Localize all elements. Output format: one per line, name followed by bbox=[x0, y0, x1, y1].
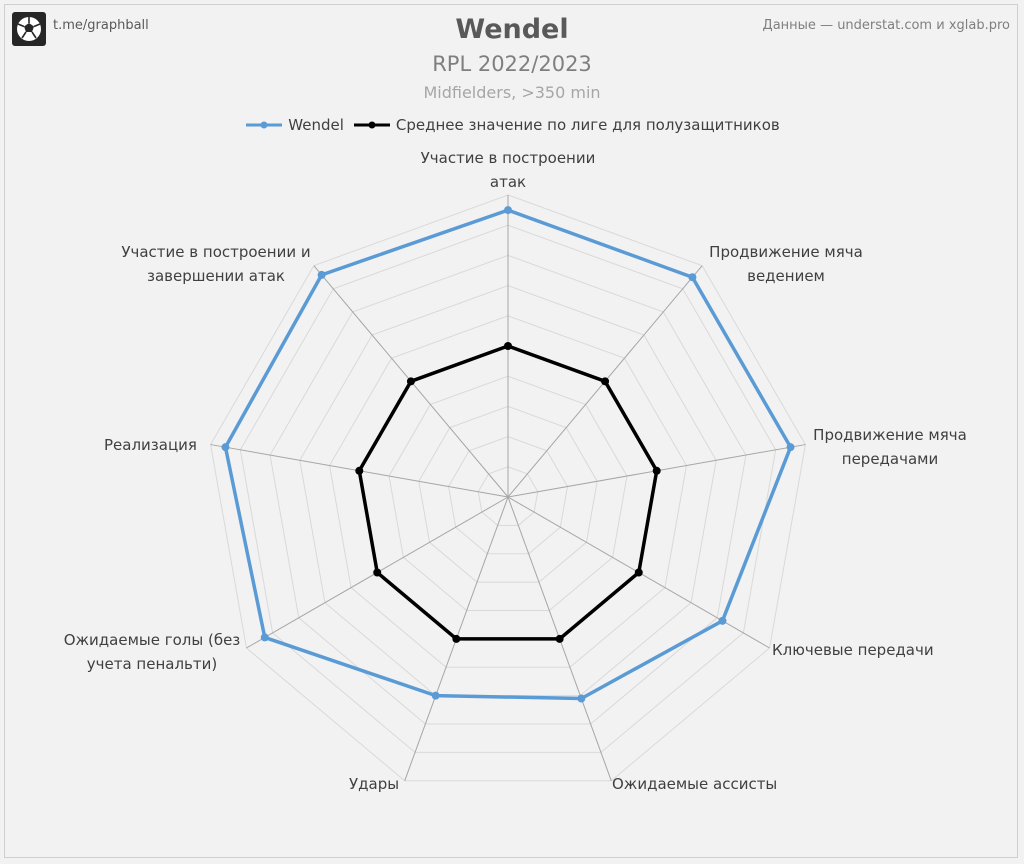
axis-label-pass-progression: Продвижение мяча передачами bbox=[813, 426, 967, 468]
series-wendel-point bbox=[786, 443, 795, 452]
axis-label-npxg: Ожидаемые голы (без учета пенальти) bbox=[63, 631, 241, 673]
data-source-note: Данные — understat.com и xglab.pro bbox=[762, 18, 1010, 33]
series-wendel-point bbox=[317, 270, 326, 279]
series-average-point bbox=[504, 342, 512, 350]
football-logo-icon bbox=[12, 12, 46, 46]
legend-swatch-average bbox=[353, 121, 390, 129]
axis-label-key-passes: Ключевые передачи bbox=[772, 641, 934, 659]
axis-label-attack-buildup: Участие в построении атак bbox=[420, 149, 596, 191]
series-average-point bbox=[373, 568, 382, 577]
series-average-point bbox=[555, 634, 564, 643]
brand-link[interactable]: t.me/graphball bbox=[53, 18, 149, 33]
series-average-point bbox=[601, 377, 610, 386]
axis-label-expected-assists: Ожидаемые ассисты bbox=[612, 775, 778, 793]
series-wendel-point bbox=[688, 273, 697, 282]
axis-label-shots: Удары bbox=[349, 775, 400, 793]
series-wendel-point bbox=[431, 691, 440, 700]
chart-legend: Wendel Среднее значение по лиге для полу… bbox=[0, 116, 1024, 134]
series-average-point bbox=[452, 634, 461, 643]
grid-ring bbox=[477, 466, 539, 526]
series-wendel-point bbox=[718, 616, 727, 625]
series-wendel-line bbox=[223, 208, 793, 701]
series-average-point bbox=[355, 466, 364, 475]
axis-label-dribble-progression: Продвижение мяча ведением bbox=[709, 243, 863, 285]
chart-title: Wendel bbox=[455, 14, 569, 45]
legend-label-average: Среднее значение по лиге для полузащитни… bbox=[395, 116, 780, 134]
legend-swatch-wendel bbox=[246, 121, 283, 129]
grid-ring bbox=[269, 254, 747, 725]
axis-label-finishing: Реализация bbox=[104, 436, 197, 454]
grid-ring bbox=[418, 405, 598, 583]
series-average-point bbox=[406, 377, 415, 386]
series-wendel-point bbox=[221, 443, 230, 452]
series-wendel-point bbox=[504, 206, 512, 215]
grid-ring bbox=[447, 436, 569, 555]
grid-ring bbox=[388, 375, 628, 612]
grid-ring bbox=[329, 315, 687, 668]
chart-filter-note: Midfielders, >350 min bbox=[423, 83, 601, 102]
chart-subtitle: RPL 2022/2023 bbox=[432, 52, 592, 76]
series-average-point bbox=[634, 568, 643, 577]
series-wendel-point bbox=[260, 633, 269, 642]
legend-item-wendel: Wendel bbox=[244, 116, 344, 134]
legend-item-average: Среднее значение по лиге для полузащитни… bbox=[352, 116, 780, 134]
series-average-point bbox=[652, 466, 661, 475]
grid-ring bbox=[210, 194, 806, 782]
legend-label-wendel: Wendel bbox=[288, 116, 344, 134]
series-wendel-point bbox=[577, 694, 586, 703]
series-average-line bbox=[357, 344, 659, 641]
chart-frame bbox=[4, 4, 1018, 858]
grid-ring bbox=[239, 224, 777, 753]
axis-label-attack-buildup-finishing: Участие в построении и завершении атак bbox=[121, 243, 311, 285]
